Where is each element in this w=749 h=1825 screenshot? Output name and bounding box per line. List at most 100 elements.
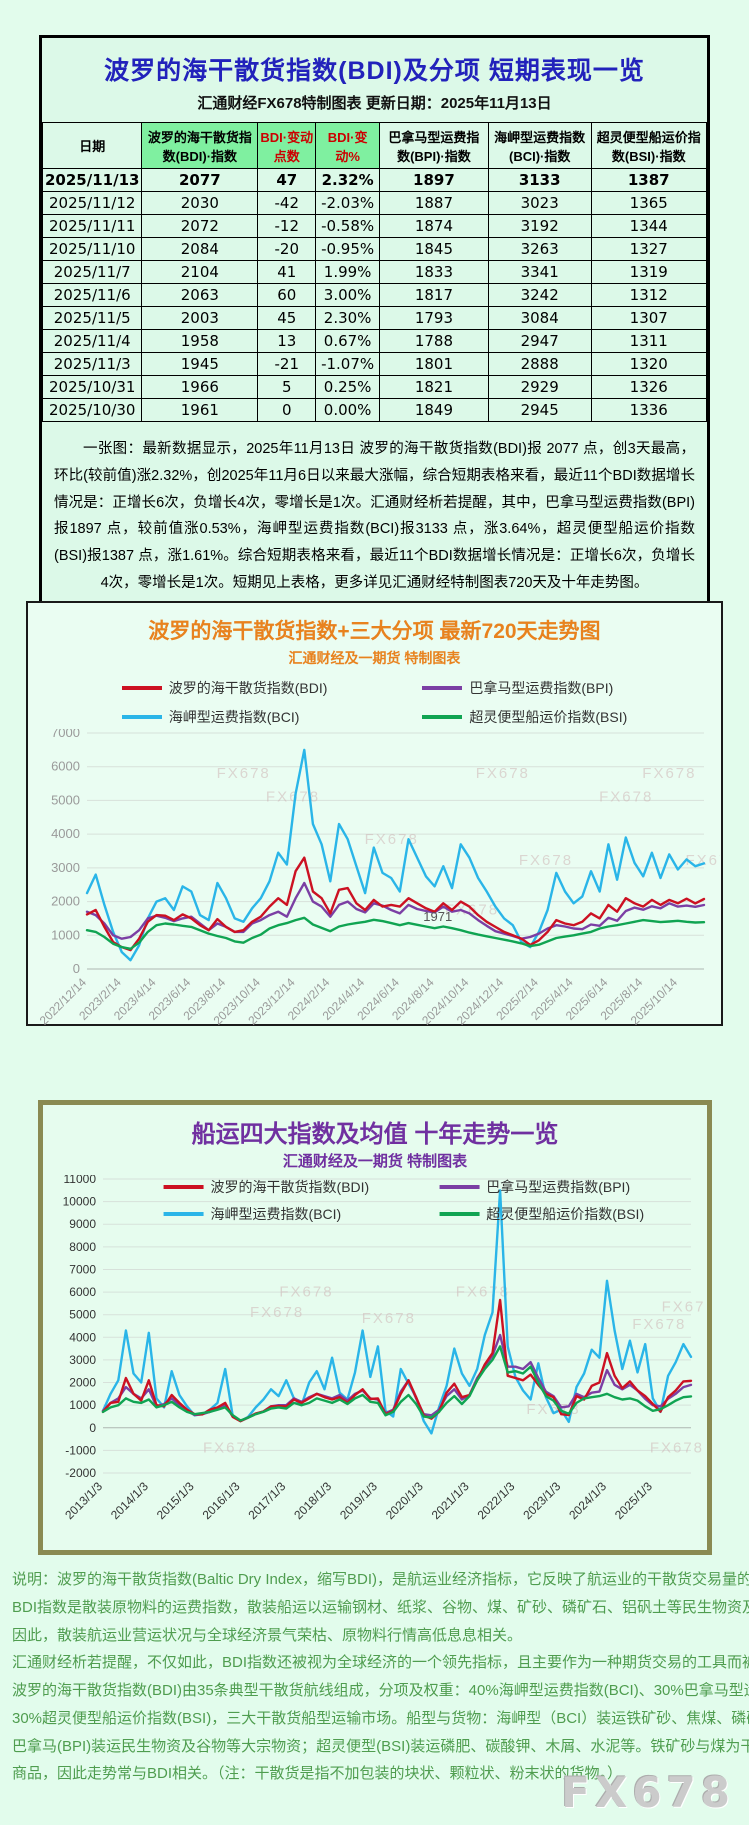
table-cell: 3341 (487, 260, 592, 284)
svg-text:2022/12/14: 2022/12/14 (37, 975, 90, 1028)
table-cell: 1788 (378, 329, 489, 353)
table-row: 2025/10/30 1961 0 0.00% 1849 2945 1336 (41, 398, 708, 422)
svg-text:FX678: FX678 (362, 1310, 416, 1327)
chart-720d-subtitle: 汇通财经及一期货 特制图表 (288, 650, 461, 666)
svg-text:4000: 4000 (51, 826, 80, 841)
legend-item: 超灵便型船运价指数(BSI) (422, 707, 627, 727)
table-cell: 2025/11/7 (41, 260, 143, 284)
chart-10y-subtitle: 汇通财经及一期货 特制图表 (282, 1153, 468, 1170)
legend-label: 超灵便型船运价指数(BSI) (469, 709, 628, 725)
svg-text:2018/1/3: 2018/1/3 (291, 1479, 334, 1522)
svg-text:2016/1/3: 2016/1/3 (200, 1479, 243, 1522)
svg-text:FX678: FX678 (685, 852, 720, 869)
table-cell: 2104 (141, 260, 259, 284)
table-cell: 2945 (487, 398, 592, 422)
table-cell: 47 (257, 168, 317, 192)
table-cell: 2025/11/5 (41, 306, 143, 330)
table-cell: -12 (257, 214, 317, 238)
fx678-watermark: FX678 (561, 1768, 735, 1817)
legend-swatch (121, 715, 162, 719)
table-cell: 1326 (590, 375, 708, 399)
table-cell: 1312 (590, 283, 708, 307)
svg-text:0: 0 (89, 1421, 96, 1435)
svg-text:2013/1/3: 2013/1/3 (62, 1479, 105, 1522)
table-cell: 60 (257, 283, 317, 307)
explanation-line: BDI指数是散装原物料的运费指数，散装船运以运输钢材、纸浆、谷物、煤、矿砂、磷矿… (12, 1598, 749, 1616)
table-cell: 1793 (378, 306, 489, 330)
chart-720d-legend: 波罗的海干散货指数(BDI) 巴拿马型运费指数(BPI) 海岬型运费指数(BCI) 超… (28, 678, 721, 727)
table-cell: 1845 (378, 237, 489, 261)
table-cell: 1887 (378, 191, 489, 215)
svg-text:7000: 7000 (51, 729, 80, 740)
svg-text:7000: 7000 (69, 1262, 96, 1276)
column-header: BDI·变动点数 (257, 122, 317, 169)
column-header: 波罗的海干散货指数(BDI)·指数 (141, 122, 259, 169)
table-cell: 1387 (590, 168, 708, 192)
table-cell: 1801 (378, 352, 489, 376)
table-cell: 1958 (141, 329, 259, 353)
table-cell: 13 (257, 329, 317, 353)
table-cell: 2025/11/6 (41, 283, 143, 307)
table-cell: 1874 (378, 214, 489, 238)
page-title: 波罗的海干散货指数(BDI)及分项 短期表现一览 (104, 57, 645, 85)
table-cell: 2025/11/13 (41, 168, 143, 192)
table-cell: 1344 (590, 214, 708, 238)
column-header: 超灵便型船运价指数(BSI)·指数 (590, 122, 708, 169)
svg-text:3000: 3000 (69, 1353, 96, 1367)
svg-text:2000: 2000 (69, 1376, 96, 1390)
svg-text:2000: 2000 (51, 894, 80, 909)
svg-text:FX678: FX678 (650, 1439, 704, 1456)
table-cell: 2025/10/31 (41, 375, 143, 399)
svg-text:-2000: -2000 (65, 1466, 96, 1480)
svg-text:FX678: FX678 (365, 831, 419, 848)
table-row: 2025/11/4 1958 13 0.67% 1788 2947 1311 (41, 329, 708, 353)
table-row: 2025/11/5 2003 45 2.30% 1793 3084 1307 (41, 306, 708, 330)
table-cell: 1961 (141, 398, 259, 422)
svg-text:1971: 1971 (423, 909, 452, 924)
explanation-line: 汇通财经析若提醒，不仅如此，BDI指数还被视为全球经济的一个领先指标，且主要作为… (12, 1654, 749, 1672)
table-cell: 1821 (378, 375, 489, 399)
svg-text:2023/1/3: 2023/1/3 (520, 1479, 563, 1522)
svg-text:2014/1/3: 2014/1/3 (108, 1479, 151, 1522)
svg-text:FX678: FX678 (632, 1316, 686, 1333)
table-cell: -1.07% (315, 352, 380, 376)
table-cell: 1307 (590, 306, 708, 330)
svg-text:1000: 1000 (51, 927, 80, 942)
table-cell: 2030 (141, 191, 259, 215)
svg-text:2019/1/3: 2019/1/3 (337, 1479, 380, 1522)
table-cell: -42 (257, 191, 317, 215)
chart-10y-title: 船运四大指数及均值 十年走势一览 (191, 1121, 559, 1148)
table-cell: -20 (257, 237, 317, 261)
table-cell: 2025/11/11 (41, 214, 143, 238)
svg-text:8000: 8000 (69, 1240, 96, 1254)
column-header: 日期 (41, 122, 143, 169)
table-cell: 3133 (487, 168, 592, 192)
svg-text:FX678: FX678 (642, 765, 696, 782)
table-cell: -0.58% (315, 214, 380, 238)
explanation-line: 波罗的海干散货指数(BDI)由35条典型干散货航线组成，分项及权重：40%海岬型… (12, 1682, 749, 1699)
svg-text:FX678: FX678 (266, 788, 320, 805)
svg-text:5000: 5000 (51, 792, 80, 807)
svg-text:5000: 5000 (69, 1308, 96, 1322)
table-cell: 2063 (141, 283, 259, 307)
summary-paragraph: 一张图：最新数据显示，2025年11月13日 波罗的海干散货指数(BDI)报 2… (54, 441, 695, 592)
svg-text:FX678: FX678 (445, 902, 499, 919)
legend-item: 波罗的海干散货指数(BDI) (121, 678, 327, 698)
explanation-line: 说明：波罗的海干散货指数(Baltic Dry Index，缩写BDI)，是航运… (12, 1571, 749, 1588)
svg-text:FX678: FX678 (217, 765, 271, 782)
table-cell: 2072 (141, 214, 259, 238)
table-cell: 3192 (487, 214, 592, 238)
chart-720d-canvas: 0 1000 2000 3000 4000 5000 6000 7000 FX678 FX678 F… (37, 729, 720, 1028)
table-cell: 3.00% (315, 283, 380, 307)
legend-swatch (422, 686, 463, 690)
chart-720d-title: 波罗的海干散货指数+三大分项 最新720天走势图 (148, 620, 601, 643)
column-header: 海岬型运费指数(BCI)·指数 (487, 122, 592, 169)
table-cell: 2.30% (315, 306, 380, 330)
table-cell: 0.00% (315, 398, 380, 422)
svg-text:1000: 1000 (69, 1398, 96, 1412)
svg-text:2020/1/3: 2020/1/3 (383, 1479, 426, 1522)
svg-text:9000: 9000 (69, 1217, 96, 1231)
svg-text:2017/1/3: 2017/1/3 (245, 1479, 288, 1522)
table-row: 2025/10/31 1966 5 0.25% 1821 2929 1326 (41, 375, 708, 399)
svg-text:FX678: FX678 (250, 1304, 304, 1321)
